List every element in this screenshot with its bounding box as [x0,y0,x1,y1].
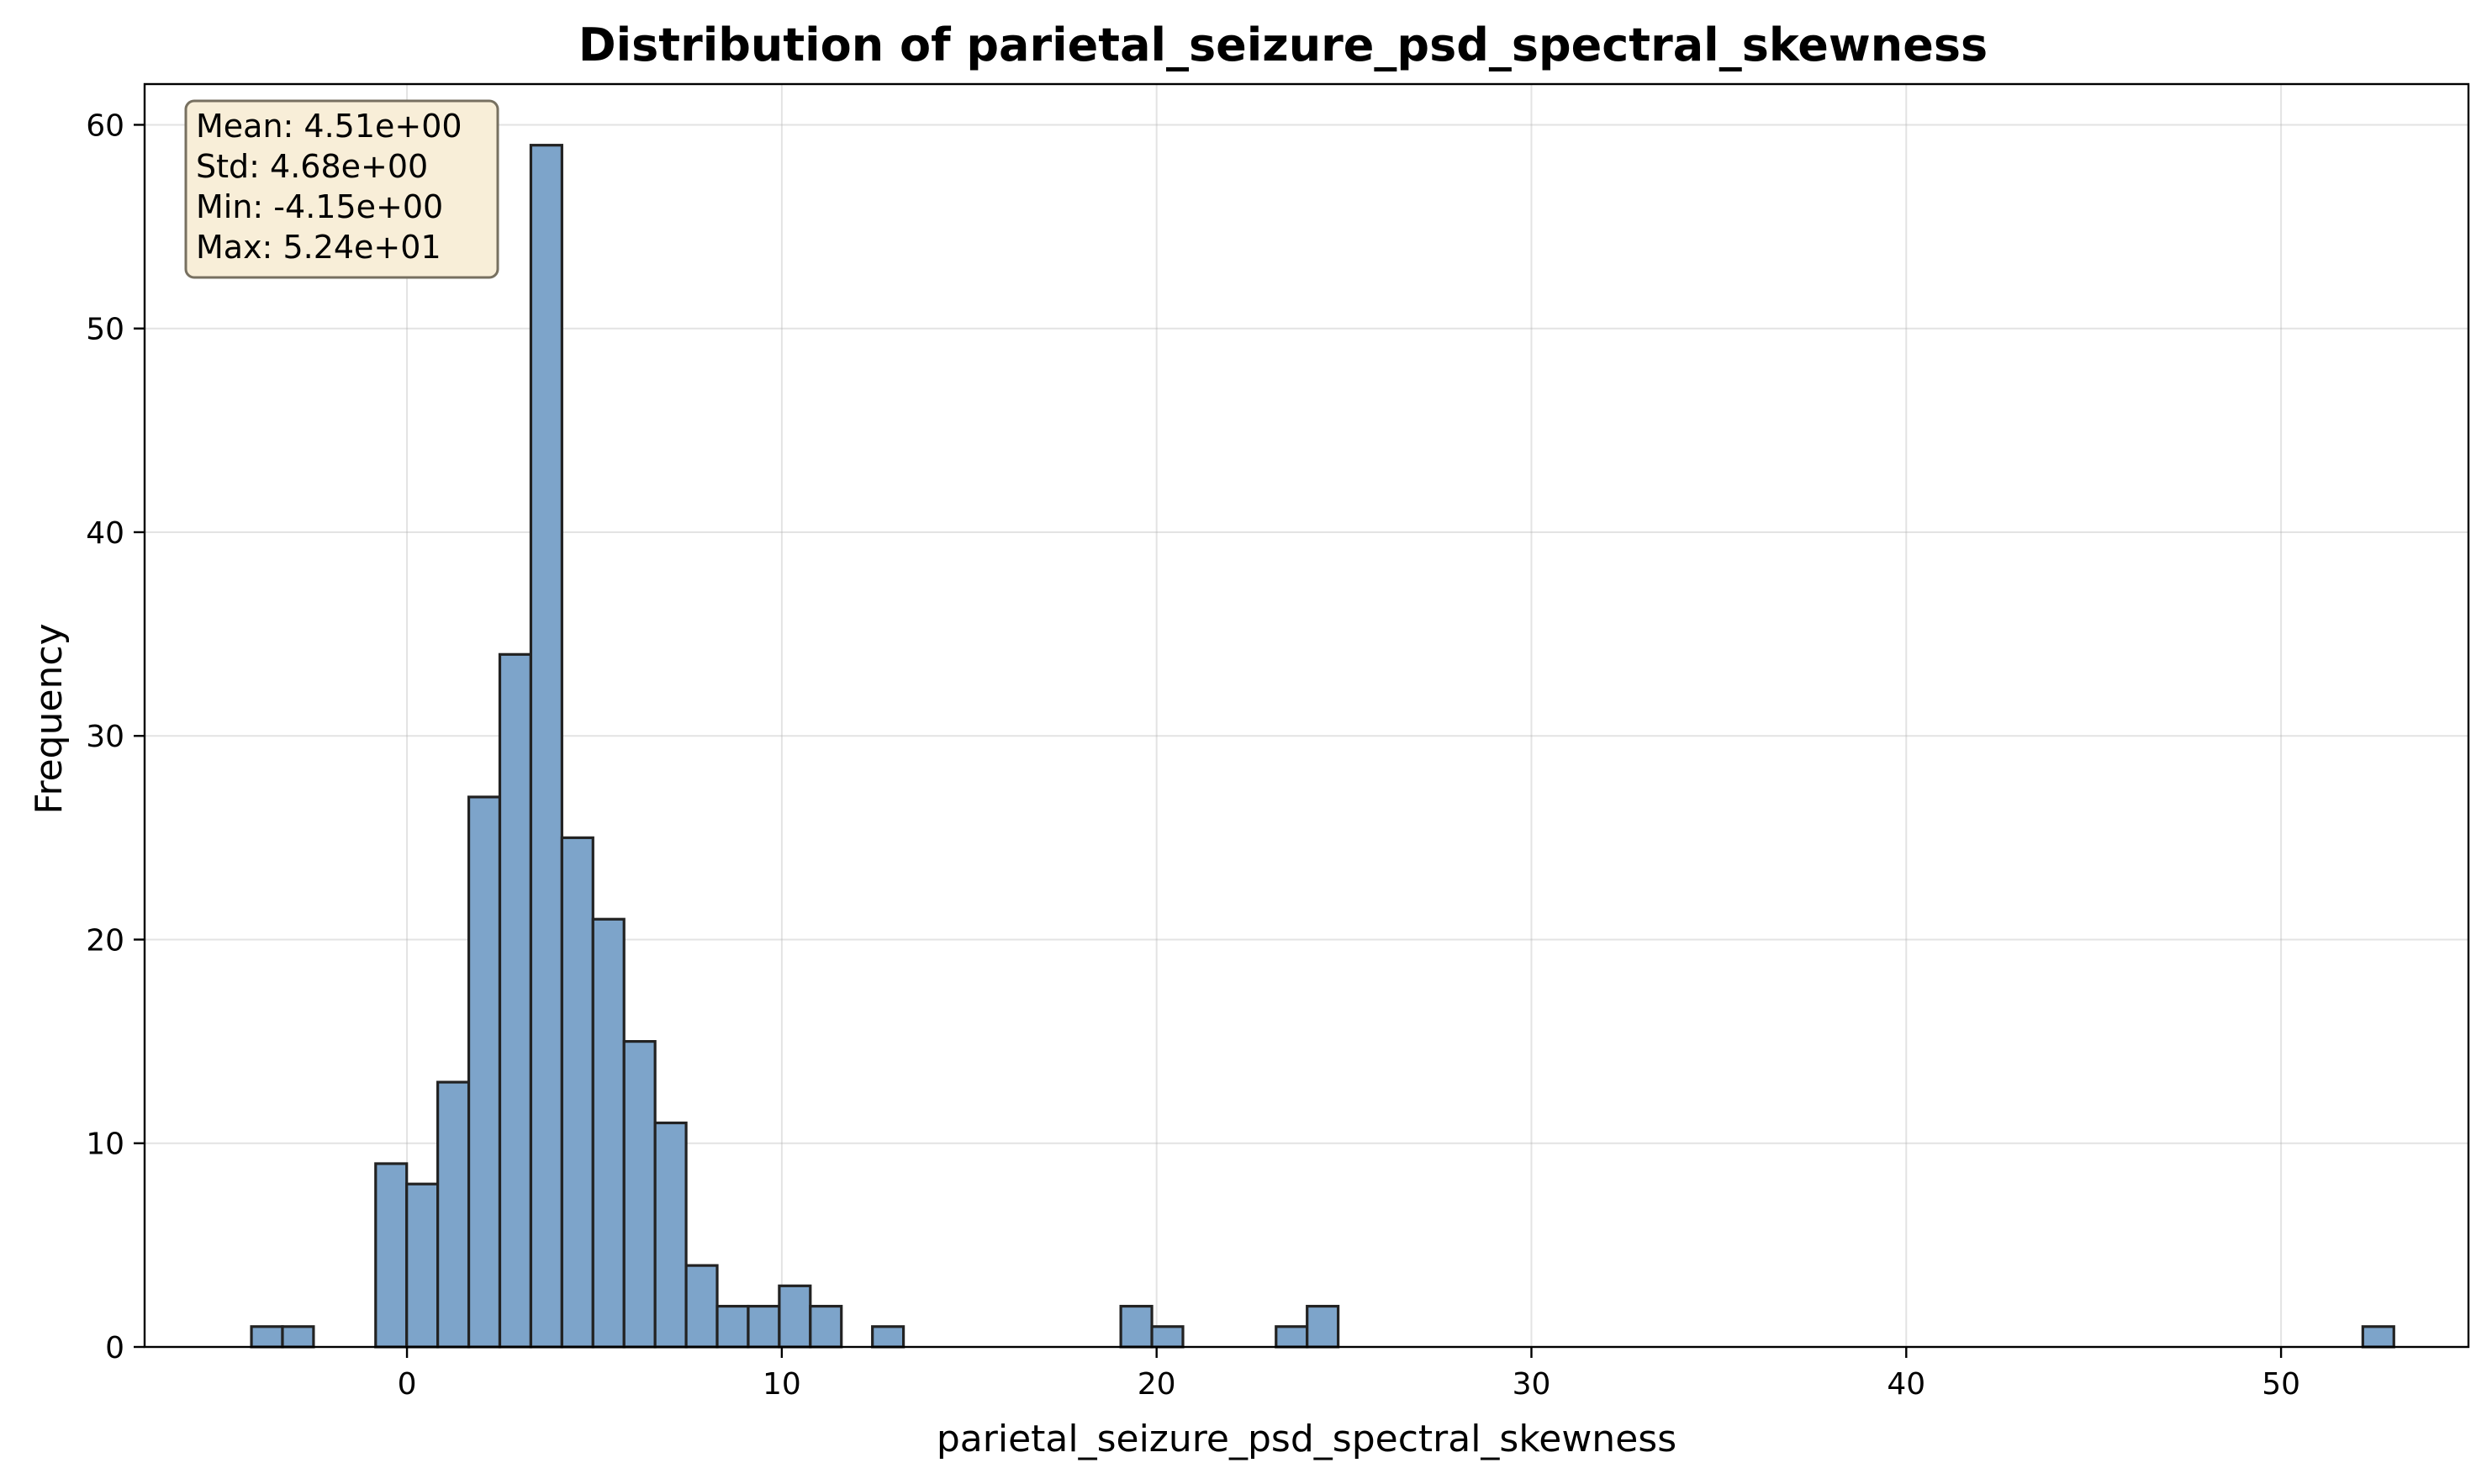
y-tick-label: 10 [86,1128,124,1162]
histogram-bar [591,917,626,1349]
histogram-bar [1275,1325,1309,1349]
histogram-bar [2361,1325,2395,1349]
chart-title: Distribution of parietal_seizure_psd_spe… [578,18,1988,71]
histogram-bar [1306,1304,1340,1349]
histogram-bar [405,1182,440,1349]
histogram-bar [747,1304,781,1349]
histogram-bar [653,1121,688,1349]
histogram-bar [622,1040,657,1349]
histogram-bar [778,1284,812,1349]
x-tick-label: 10 [763,1367,801,1402]
y-tick-label: 40 [86,516,124,551]
stat-max: Max: 5.24e+01 [196,229,441,266]
x-axis-label: parietal_seizure_psd_spectral_skewness [937,1418,1676,1460]
y-tick-label: 50 [86,313,124,347]
y-tick-label: 0 [105,1331,124,1365]
plot-frame [143,82,2470,1349]
histogram-bar [871,1325,905,1349]
histogram-bar [529,144,563,1349]
histogram-bar [374,1162,409,1349]
bars [250,144,2395,1349]
x-tick-label: 0 [398,1367,417,1402]
stat-std: Std: 4.68e+00 [196,148,428,185]
x-axis: 0 10 20 30 40 50 [398,1347,2300,1402]
histogram-bar [684,1264,719,1349]
y-tick-label: 30 [86,720,124,754]
stats-box-background [184,99,499,279]
y-tick-label: 20 [86,923,124,958]
stats-box: Mean: 4.51e+00 Std: 4.68e+00 Min: -4.15e… [184,99,499,279]
x-tick-label: 50 [2262,1367,2300,1402]
stat-mean: Mean: 4.51e+00 [196,108,462,145]
x-tick-label: 40 [1887,1367,1925,1402]
x-tick-label: 20 [1138,1367,1176,1402]
y-tick-label: 60 [86,108,124,143]
histogram-bar [281,1325,315,1349]
histogram-bar [809,1304,843,1349]
x-tick-label: 30 [1513,1367,1551,1402]
histogram-bar [436,1080,471,1349]
histogram-bar [250,1325,284,1349]
y-axis: 0 10 20 30 40 50 60 [86,108,145,1365]
histogram-bar [498,652,533,1349]
histogram-bar [715,1304,750,1349]
stat-min: Min: -4.15e+00 [196,188,443,225]
histogram-bar [1119,1304,1154,1349]
histogram-bar [1150,1325,1185,1349]
y-axis-label: Frequency [28,623,71,814]
histogram-bar [560,836,594,1349]
histogram-bar [467,795,502,1349]
